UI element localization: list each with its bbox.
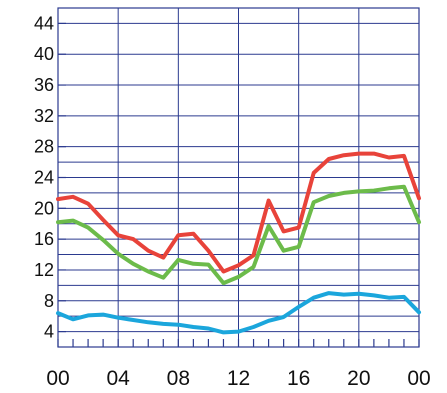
axes bbox=[57, 7, 420, 348]
x-tick-label-6: 00 bbox=[407, 367, 430, 390]
y-tick-label-3: 16 bbox=[34, 229, 54, 249]
x-tick-label-1: 04 bbox=[106, 367, 130, 390]
x-tick-label-0: 00 bbox=[46, 367, 69, 390]
series-layer bbox=[56, 151, 421, 335]
y-tick-label-5: 24 bbox=[34, 168, 54, 188]
tick-labels: 4 8 12 16 20 24 28 32 36 40 44 00 04 08 12 16 20 00 bbox=[34, 13, 431, 390]
y-tick-label-6: 28 bbox=[34, 137, 54, 157]
series-line-1 bbox=[56, 184, 421, 286]
y-tick-label-4: 20 bbox=[34, 198, 54, 218]
y-tick-label-8: 36 bbox=[34, 75, 54, 95]
y-tick-label-0: 4 bbox=[44, 322, 54, 342]
x-tick-label-2: 08 bbox=[167, 367, 190, 390]
y-tick-label-10: 44 bbox=[34, 13, 54, 33]
y-tick-label-1: 8 bbox=[44, 291, 54, 311]
x-tick-label-3: 12 bbox=[227, 367, 250, 390]
y-tick-label-2: 12 bbox=[34, 260, 54, 280]
series-line-2 bbox=[56, 291, 421, 335]
x-tick-label-4: 16 bbox=[287, 367, 310, 390]
y-tick-label-9: 40 bbox=[34, 44, 54, 64]
y-tick-label-7: 32 bbox=[34, 106, 54, 126]
x-tick-label-5: 20 bbox=[347, 367, 370, 390]
series-line-0 bbox=[56, 151, 421, 274]
